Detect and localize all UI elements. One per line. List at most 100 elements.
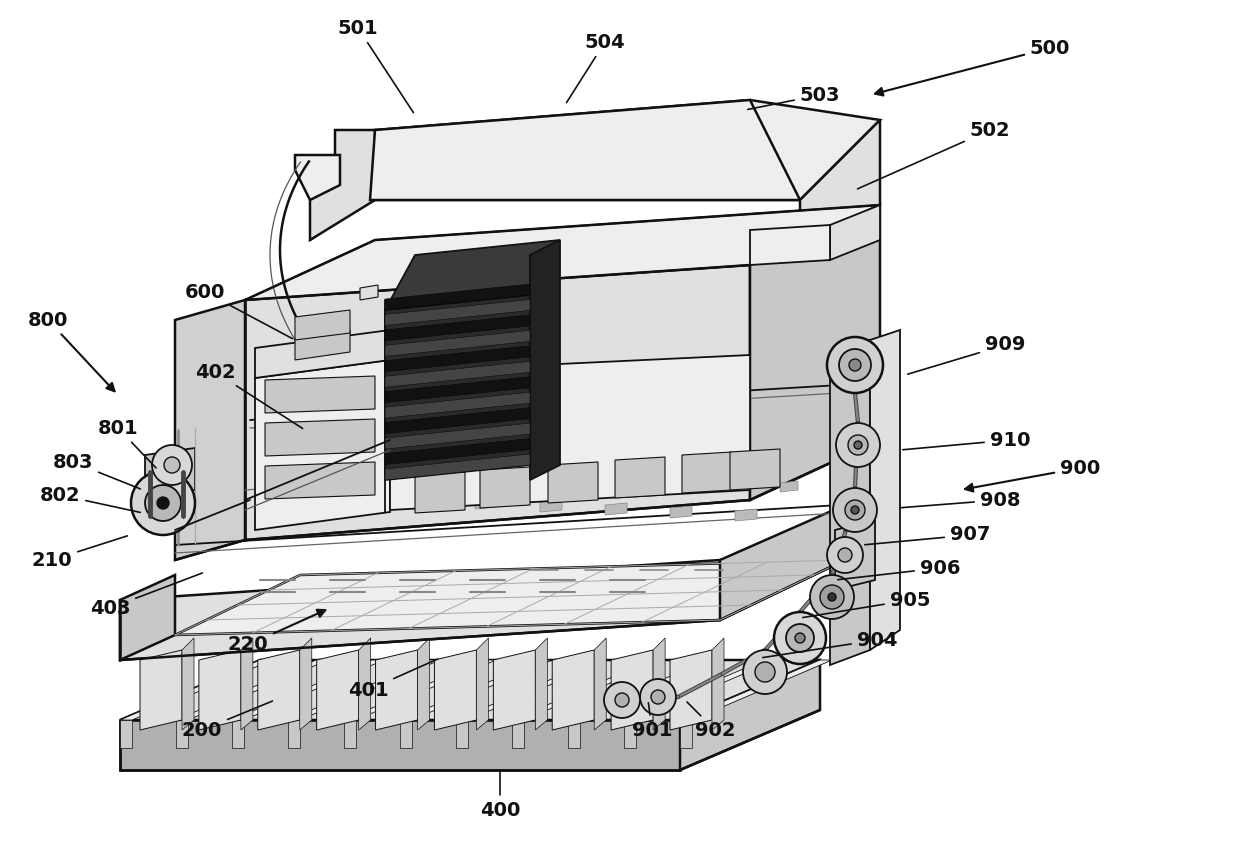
Text: 600: 600 bbox=[185, 283, 292, 339]
Text: 802: 802 bbox=[40, 485, 140, 512]
Text: 902: 902 bbox=[686, 702, 735, 740]
Polygon shape bbox=[120, 720, 680, 770]
Polygon shape bbox=[418, 638, 430, 730]
Polygon shape bbox=[735, 479, 753, 490]
Polygon shape bbox=[145, 448, 195, 497]
Polygon shape bbox=[385, 315, 530, 341]
Circle shape bbox=[795, 633, 805, 643]
Polygon shape bbox=[600, 473, 618, 484]
Polygon shape bbox=[385, 423, 530, 449]
Polygon shape bbox=[512, 660, 664, 720]
Polygon shape bbox=[400, 285, 418, 300]
Polygon shape bbox=[385, 284, 530, 310]
Text: 210: 210 bbox=[32, 535, 128, 569]
Circle shape bbox=[157, 497, 169, 509]
Polygon shape bbox=[456, 720, 468, 748]
Circle shape bbox=[755, 662, 776, 682]
Text: 803: 803 bbox=[53, 452, 140, 489]
Polygon shape bbox=[385, 330, 530, 356]
Polygon shape bbox=[344, 660, 496, 720]
Polygon shape bbox=[535, 638, 548, 730]
Polygon shape bbox=[245, 265, 750, 540]
Circle shape bbox=[847, 435, 869, 455]
Polygon shape bbox=[385, 240, 560, 310]
Text: 502: 502 bbox=[857, 120, 1010, 189]
Text: 909: 909 bbox=[908, 336, 1025, 375]
Circle shape bbox=[786, 624, 814, 652]
Polygon shape bbox=[440, 285, 458, 300]
Polygon shape bbox=[245, 205, 880, 300]
Polygon shape bbox=[400, 660, 553, 720]
Polygon shape bbox=[370, 100, 800, 200]
Circle shape bbox=[849, 359, 861, 371]
Polygon shape bbox=[385, 362, 530, 388]
Text: 200: 200 bbox=[182, 701, 273, 740]
Polygon shape bbox=[182, 638, 195, 730]
Polygon shape bbox=[605, 503, 627, 515]
Polygon shape bbox=[730, 449, 781, 490]
Polygon shape bbox=[512, 720, 524, 748]
Text: 801: 801 bbox=[98, 419, 156, 468]
Circle shape bbox=[152, 445, 192, 485]
Text: 504: 504 bbox=[566, 33, 626, 103]
Circle shape bbox=[838, 548, 852, 562]
Polygon shape bbox=[258, 650, 300, 730]
Polygon shape bbox=[553, 650, 595, 730]
Polygon shape bbox=[712, 638, 724, 730]
Polygon shape bbox=[385, 407, 530, 433]
Polygon shape bbox=[690, 477, 707, 488]
Polygon shape bbox=[646, 475, 663, 486]
Text: 403: 403 bbox=[89, 573, 202, 618]
Circle shape bbox=[828, 593, 836, 601]
Circle shape bbox=[826, 337, 883, 393]
Circle shape bbox=[774, 612, 826, 664]
Circle shape bbox=[603, 682, 641, 718]
Polygon shape bbox=[199, 650, 240, 730]
Polygon shape bbox=[265, 462, 375, 499]
Polygon shape bbox=[385, 346, 530, 372]
Polygon shape bbox=[317, 650, 358, 730]
Polygon shape bbox=[540, 500, 563, 512]
Text: 900: 900 bbox=[965, 458, 1100, 491]
Polygon shape bbox=[611, 650, 653, 730]
Polygon shape bbox=[670, 650, 712, 730]
Polygon shape bbox=[680, 720, 693, 748]
Circle shape bbox=[820, 585, 844, 609]
Polygon shape bbox=[255, 360, 390, 530]
Text: 908: 908 bbox=[900, 490, 1020, 509]
Polygon shape bbox=[477, 638, 488, 730]
Polygon shape bbox=[358, 638, 370, 730]
Polygon shape bbox=[830, 340, 870, 665]
Polygon shape bbox=[410, 494, 432, 506]
Circle shape bbox=[650, 690, 665, 704]
Polygon shape bbox=[120, 660, 273, 720]
Circle shape bbox=[836, 423, 880, 467]
Text: 220: 220 bbox=[228, 610, 326, 655]
Polygon shape bbox=[567, 660, 720, 720]
Text: 800: 800 bbox=[27, 311, 114, 391]
Polygon shape bbox=[120, 720, 133, 748]
Polygon shape bbox=[310, 130, 375, 240]
Polygon shape bbox=[493, 650, 535, 730]
Circle shape bbox=[826, 537, 864, 573]
Polygon shape bbox=[232, 660, 384, 720]
Polygon shape bbox=[870, 330, 900, 650]
Text: 500: 500 bbox=[875, 39, 1070, 95]
Polygon shape bbox=[295, 310, 349, 340]
Polygon shape bbox=[287, 720, 300, 748]
Text: 905: 905 bbox=[803, 591, 930, 618]
Circle shape bbox=[845, 500, 865, 520]
Polygon shape bbox=[385, 439, 530, 465]
Text: 400: 400 bbox=[479, 771, 520, 819]
Circle shape bbox=[743, 650, 787, 694]
Polygon shape bbox=[120, 660, 820, 720]
Polygon shape bbox=[385, 299, 530, 325]
Polygon shape bbox=[415, 472, 465, 513]
Polygon shape bbox=[140, 650, 182, 730]
Polygon shape bbox=[385, 377, 530, 403]
Polygon shape bbox=[265, 376, 375, 413]
Circle shape bbox=[810, 575, 854, 619]
Polygon shape bbox=[835, 520, 875, 590]
Polygon shape bbox=[300, 638, 312, 730]
Polygon shape bbox=[653, 638, 665, 730]
